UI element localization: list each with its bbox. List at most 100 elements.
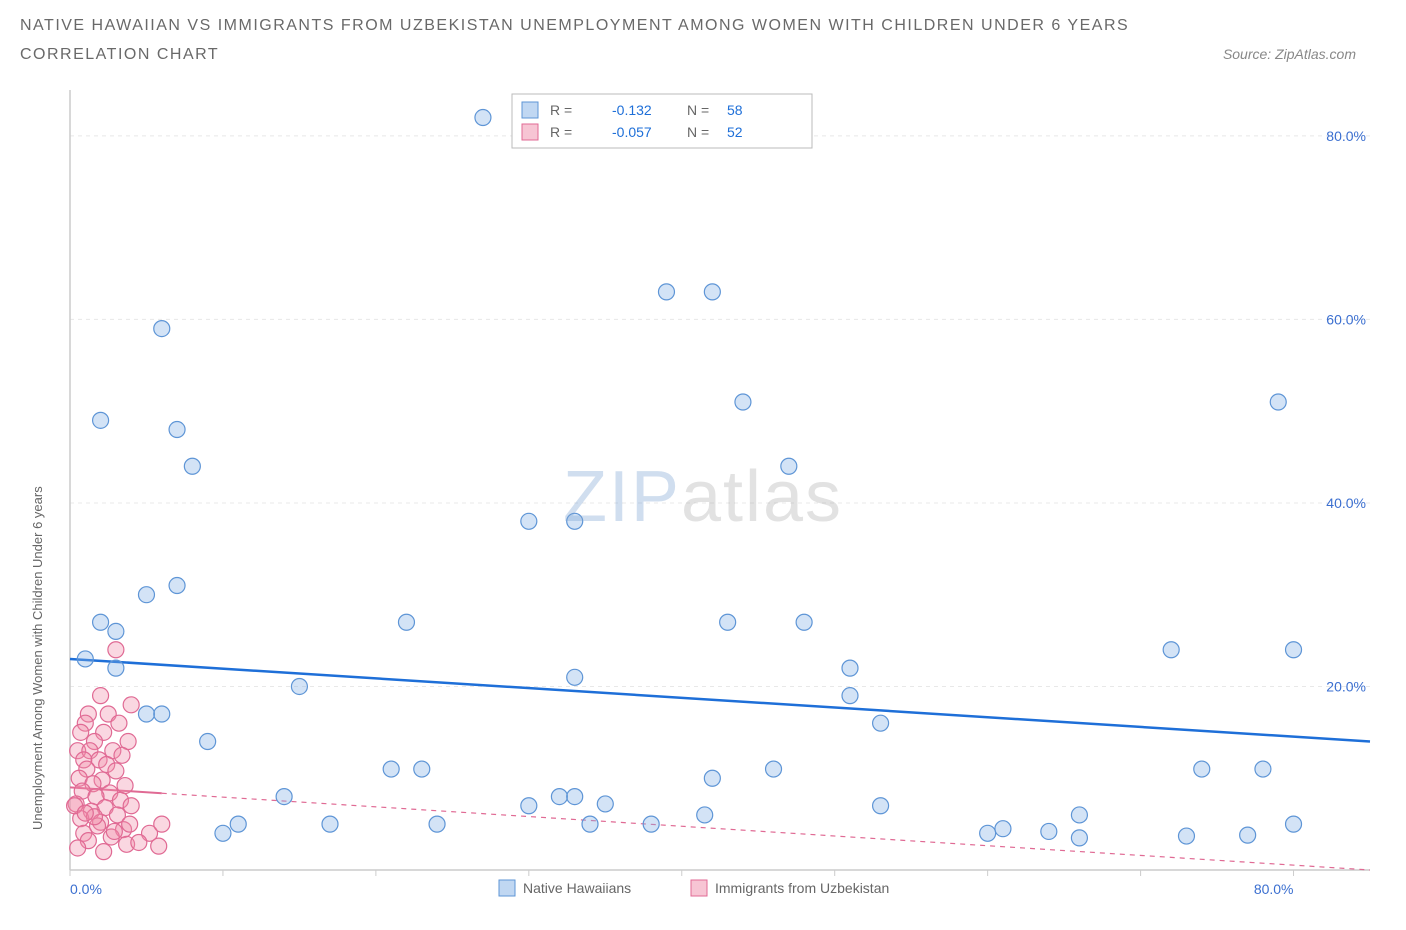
data-point <box>93 687 109 703</box>
data-point <box>276 788 292 804</box>
data-point <box>1071 829 1087 845</box>
data-point <box>429 816 445 832</box>
data-point <box>781 458 797 474</box>
y-tick-label: 40.0% <box>1326 495 1366 511</box>
data-point <box>1163 641 1179 657</box>
data-point <box>123 696 139 712</box>
data-point <box>154 816 170 832</box>
data-point <box>1041 823 1057 839</box>
data-point <box>383 761 399 777</box>
data-point <box>1286 816 1302 832</box>
data-point <box>215 825 231 841</box>
data-point <box>122 816 138 832</box>
scatter-chart: 0.0% 80.0% 20.0% 40.0% 60.0% 80.0% Unemploymen… <box>20 80 1386 910</box>
chart-title-line1: NATIVE HAWAIIAN VS IMMIGRANTS FROM UZBEK… <box>20 12 1386 41</box>
data-point <box>521 797 537 813</box>
data-point <box>169 421 185 437</box>
legend-series-label: Immigrants from Uzbekistan <box>715 880 889 896</box>
legend-n-label: N = <box>687 102 709 118</box>
data-point <box>842 687 858 703</box>
data-point <box>796 614 812 630</box>
legend-n-value: 52 <box>727 124 743 140</box>
data-point <box>475 109 491 125</box>
data-point <box>398 614 414 630</box>
data-point <box>414 761 430 777</box>
data-point <box>230 816 246 832</box>
chart-container: 0.0% 80.0% 20.0% 40.0% 60.0% 80.0% Unemploymen… <box>20 80 1386 915</box>
data-point <box>93 614 109 630</box>
data-point <box>873 797 889 813</box>
legend-swatch <box>499 880 515 896</box>
data-point <box>1178 828 1194 844</box>
data-point <box>108 762 124 778</box>
data-point <box>184 458 200 474</box>
data-point <box>1194 761 1210 777</box>
data-point <box>658 283 674 299</box>
data-point <box>720 614 736 630</box>
data-point <box>108 660 124 676</box>
data-point <box>1071 807 1087 823</box>
data-point <box>73 724 89 740</box>
data-point <box>582 816 598 832</box>
data-point <box>154 320 170 336</box>
data-point <box>766 761 782 777</box>
data-point <box>106 823 122 839</box>
data-point <box>1286 641 1302 657</box>
data-point <box>108 623 124 639</box>
data-point <box>138 586 154 602</box>
data-point <box>77 805 93 821</box>
chart-title-line2: CORRELATION CHART <box>20 41 219 70</box>
data-point <box>93 412 109 428</box>
y-tick-label: 80.0% <box>1326 127 1366 143</box>
legend-r-value: -0.057 <box>612 124 652 140</box>
legend-swatch <box>522 124 538 140</box>
data-point <box>567 513 583 529</box>
legend-swatch <box>522 102 538 118</box>
chart-header: NATIVE HAWAIIAN VS IMMIGRANTS FROM UZBEK… <box>0 0 1406 70</box>
data-point <box>108 641 124 657</box>
data-point <box>117 777 133 793</box>
legend-n-value: 58 <box>727 102 743 118</box>
data-point <box>322 816 338 832</box>
y-axis-title: Unemployment Among Women with Children U… <box>30 485 45 829</box>
data-point <box>1270 394 1286 410</box>
source-prefix: Source: <box>1223 46 1275 62</box>
data-point <box>138 706 154 722</box>
data-point <box>873 715 889 731</box>
data-point <box>704 770 720 786</box>
data-point <box>291 678 307 694</box>
data-point <box>697 807 713 823</box>
data-point <box>114 747 130 763</box>
data-point <box>995 820 1011 836</box>
data-point <box>643 816 659 832</box>
data-point <box>567 669 583 685</box>
data-point <box>551 788 567 804</box>
data-point <box>980 825 996 841</box>
data-point <box>567 788 583 804</box>
data-point <box>597 796 613 812</box>
x-tick-label: 0.0% <box>70 881 102 897</box>
y-tick-label: 20.0% <box>1326 678 1366 694</box>
data-point <box>704 283 720 299</box>
data-point <box>1255 761 1271 777</box>
legend-series-label: Native Hawaiians <box>523 880 631 896</box>
legend-r-label: R = <box>550 124 572 140</box>
data-point <box>200 733 216 749</box>
data-point <box>169 577 185 593</box>
data-point <box>70 840 86 856</box>
source-name: ZipAtlas.com <box>1275 46 1356 62</box>
data-point <box>154 706 170 722</box>
data-point <box>735 394 751 410</box>
data-point <box>1240 827 1256 843</box>
y-tick-label: 60.0% <box>1326 311 1366 327</box>
x-tick-label: 80.0% <box>1254 881 1294 897</box>
legend-swatch <box>691 880 707 896</box>
data-point <box>151 838 167 854</box>
legend-n-label: N = <box>687 124 709 140</box>
data-point <box>123 797 139 813</box>
legend-r-label: R = <box>550 102 572 118</box>
data-point <box>521 513 537 529</box>
data-point <box>96 843 112 859</box>
data-point <box>842 660 858 676</box>
legend-r-value: -0.132 <box>612 102 652 118</box>
